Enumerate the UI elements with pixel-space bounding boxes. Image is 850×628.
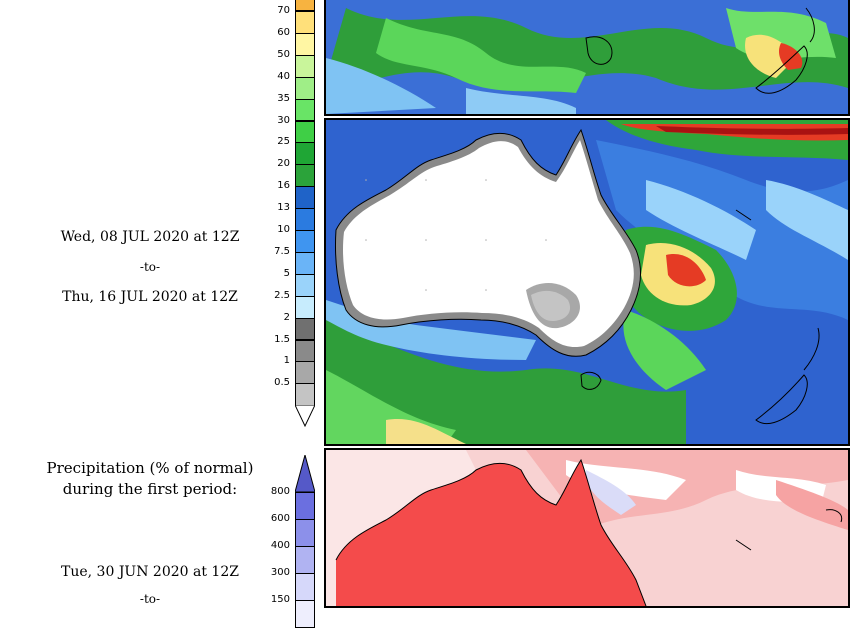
- scale-segment: [295, 273, 315, 297]
- scale-tick-label: 600: [270, 513, 290, 524]
- scale-segment: [295, 295, 315, 319]
- scale-segment: [295, 361, 315, 385]
- scale-segment: [295, 186, 315, 210]
- scale-tick-label: 13: [277, 202, 290, 214]
- scale-tick-label: 10: [277, 224, 290, 235]
- scale-segment: [295, 492, 315, 520]
- precip-map-top-panel: [324, 0, 850, 116]
- scale-segment: [295, 98, 315, 122]
- scale-tick-label: 300: [270, 567, 290, 578]
- scale-segment: [295, 519, 315, 547]
- scale-tick-label: 800: [270, 486, 290, 497]
- scale-segment: [295, 32, 315, 56]
- first-period-separator: -to-: [139, 592, 161, 606]
- scale-tick-label: 2: [283, 311, 290, 323]
- scale-tick-label: 30: [277, 114, 290, 126]
- percent-heading-line1: Precipitation (% of normal): [46, 459, 254, 477]
- scale-bottom-arrow: [294, 404, 316, 431]
- scale-tick-label: 1.5: [274, 333, 290, 345]
- scale-tick-label: 2.5: [274, 289, 290, 301]
- percent-map-bottom: [326, 450, 848, 606]
- period-separator: -to-: [139, 260, 161, 274]
- scale-tick-label: 0.5: [274, 377, 290, 389]
- scale-segment: [295, 383, 315, 407]
- scale-segment: [295, 546, 315, 574]
- scale-top-cap: [295, 0, 315, 11]
- scale-tick-label: 35: [277, 92, 290, 104]
- scale-tick-label: 1: [283, 355, 290, 367]
- scale-segment: [295, 11, 315, 34]
- percent-map-bottom-panel: [324, 448, 850, 608]
- precip-map-middle: [326, 120, 848, 444]
- scale-segment: [295, 317, 315, 341]
- scale-segment: [295, 230, 315, 253]
- scale-tick-label: 16: [277, 180, 290, 192]
- scale-segment: [295, 164, 315, 188]
- period-start-text: Wed, 08 JUL 2020 at 12Z: [60, 229, 240, 245]
- scale-tick-label: 70: [277, 5, 290, 16]
- precip-map-top: [326, 0, 848, 114]
- scale-tick-label: 25: [277, 136, 290, 148]
- scale-segment: [295, 142, 315, 166]
- period-end-text: Thu, 16 JUL 2020 at 12Z: [62, 289, 238, 305]
- first-period-start-text: Tue, 30 JUN 2020 at 12Z: [61, 564, 239, 580]
- scale-tick-label: 60: [277, 26, 290, 38]
- scale-segment: [295, 600, 315, 628]
- scale-tick-label: 50: [277, 48, 290, 60]
- scale-segment: [295, 573, 315, 601]
- scale-segment: [295, 208, 315, 231]
- scale-segment: [295, 76, 315, 100]
- scale-segment: [295, 120, 315, 144]
- scale-segment: [295, 54, 315, 78]
- scale-tick-label: 40: [277, 70, 290, 82]
- scale-tick-label: 20: [277, 158, 290, 170]
- scale-top-cap: [295, 455, 315, 492]
- scale-segment: [295, 251, 315, 275]
- scale-tick-label: 5: [283, 267, 290, 279]
- scale-tick-label: 7.5: [274, 245, 290, 257]
- scale-segment: [295, 339, 315, 363]
- scale-tick-label: 400: [270, 540, 290, 551]
- precip-map-middle-panel: [324, 118, 850, 446]
- percent-heading-line2: during the first period:: [62, 480, 238, 498]
